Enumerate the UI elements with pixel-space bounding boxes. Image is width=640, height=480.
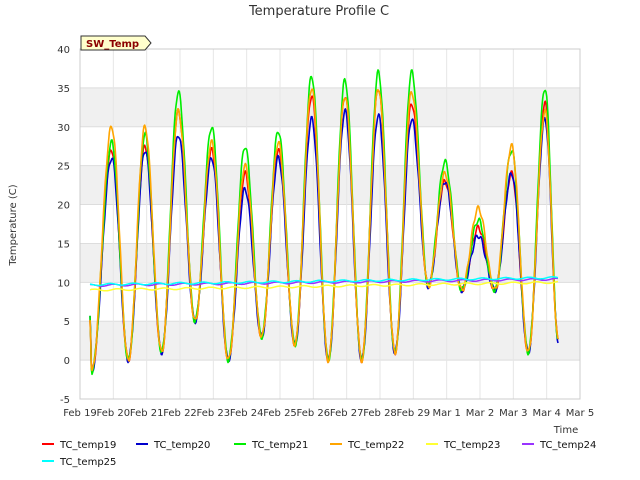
y-tick-label: 10 [57, 278, 70, 289]
plot-band [80, 87, 580, 127]
x-tick-label: Feb 28 [363, 408, 397, 419]
series-layer [89, 69, 559, 376]
x-tick-label: Mar 4 [532, 408, 560, 419]
x-tick-label: Feb 22 [163, 408, 197, 419]
x-tick-label: Feb 25 [263, 408, 297, 419]
y-axis-label: Temperature (C) [8, 184, 19, 266]
plot-band [80, 243, 580, 283]
plot-band [80, 165, 580, 205]
x-tick-label: Feb 19 [63, 408, 97, 419]
x-tick-label: Mar 2 [466, 408, 494, 419]
legend-label: TC_temp23 [443, 440, 500, 451]
legend-label: TC_temp22 [347, 440, 404, 451]
legend-label: TC_temp21 [251, 440, 308, 451]
legend-label: TC_temp25 [59, 457, 116, 468]
y-tick-label: -5 [60, 395, 70, 406]
x-tick-label: Mar 5 [566, 408, 594, 419]
x-tick-label: Feb 29 [397, 408, 431, 419]
legend-label: TC_temp20 [153, 440, 210, 451]
y-tick-label: 20 [57, 201, 70, 212]
x-tick-label: Feb 24 [230, 408, 264, 419]
chart-title: Temperature Profile C [248, 4, 389, 19]
x-tick-label: Feb 20 [97, 408, 131, 419]
plot-bands [80, 87, 580, 361]
y-tick-label: 5 [64, 317, 70, 328]
legend-label: TC_temp24 [539, 440, 596, 451]
y-tick-label: 35 [57, 84, 70, 95]
legend-label: TC_temp19 [59, 440, 116, 451]
y-tick-label: 40 [57, 45, 70, 56]
series-line-tc-temp25 [89, 276, 559, 287]
y-tick-labels: -5 0 5 10 15 20 25 30 35 40 [57, 45, 70, 406]
series-line-tc-temp23 [89, 280, 559, 292]
y-tick-label: 30 [57, 123, 70, 134]
x-tick-label: Feb 26 [297, 408, 331, 419]
x-tick-labels: Feb 19 Feb 20 Feb 21 Feb 22 Feb 23 Feb 24 Feb … [63, 408, 594, 419]
sw-temp-badge: SW_Temp [80, 35, 152, 51]
badge-label: SW_Temp [86, 39, 139, 50]
x-tick-label: Mar 3 [499, 408, 527, 419]
legend: TC_temp19 TC_temp20 TC_temp21 TC_temp22 TC_t… [42, 440, 596, 468]
x-tick-label: Feb 27 [330, 408, 364, 419]
plot-frame [79, 48, 581, 400]
y-tick-label: 15 [57, 239, 70, 250]
y-tick-label: 0 [64, 356, 70, 367]
x-tick-label: Feb 23 [197, 408, 231, 419]
y-tick-label: 25 [57, 162, 70, 173]
x-tick-label: Feb 21 [130, 408, 164, 419]
x-tick-label: Mar 1 [432, 408, 460, 419]
series-line-tc-temp22 [89, 88, 559, 372]
x-axis-label: Time [553, 425, 578, 436]
